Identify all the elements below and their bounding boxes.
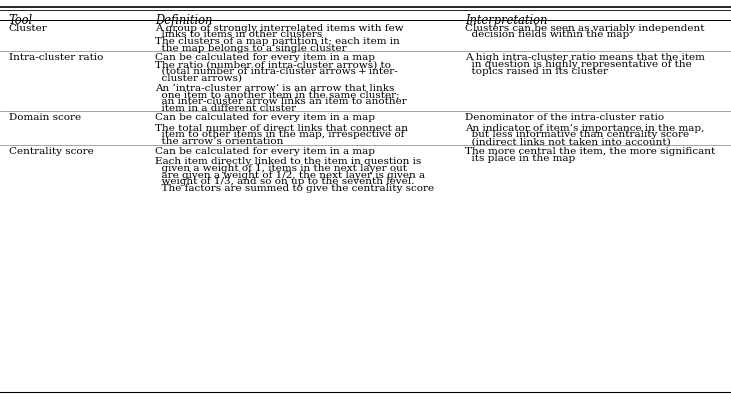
Text: Each item directly linked to the item in question is: Each item directly linked to the item in… bbox=[155, 157, 421, 166]
Text: one item to another item in the same cluster;: one item to another item in the same clu… bbox=[155, 90, 400, 99]
Text: The total number of direct links that connect an: The total number of direct links that co… bbox=[155, 124, 408, 132]
Text: given a weight of 1, items in the next layer out: given a weight of 1, items in the next l… bbox=[155, 164, 407, 172]
Text: item in a different cluster: item in a different cluster bbox=[155, 103, 296, 112]
Text: an inter-cluster arrow links an item to another: an inter-cluster arrow links an item to … bbox=[155, 97, 406, 105]
Text: topics raised in its cluster: topics raised in its cluster bbox=[465, 67, 608, 75]
Text: Centrality score: Centrality score bbox=[9, 147, 94, 156]
Text: Denominator of the intra-cluster ratio: Denominator of the intra-cluster ratio bbox=[465, 113, 664, 122]
Text: but less informative than centrality score: but less informative than centrality sco… bbox=[465, 130, 689, 139]
Text: cluster arrows): cluster arrows) bbox=[155, 73, 242, 82]
Text: are given a weight of 1/2, the next layer is given a: are given a weight of 1/2, the next laye… bbox=[155, 170, 425, 179]
Text: The clusters of a map partition it; each item in: The clusters of a map partition it; each… bbox=[155, 37, 400, 46]
Text: decision fields within the map: decision fields within the map bbox=[465, 30, 629, 39]
Text: weight of 1/3, and so on up to the seventh level.: weight of 1/3, and so on up to the seven… bbox=[155, 177, 414, 186]
Text: its place in the map: its place in the map bbox=[465, 153, 575, 162]
Text: links to items in other clusters: links to items in other clusters bbox=[155, 30, 322, 39]
Text: A high intra-cluster ratio means that the item: A high intra-cluster ratio means that th… bbox=[465, 53, 705, 62]
Text: item to other items in the map, irrespective of: item to other items in the map, irrespec… bbox=[155, 130, 404, 139]
Text: Definition: Definition bbox=[155, 14, 212, 26]
Text: Can be calculated for every item in a map: Can be calculated for every item in a ma… bbox=[155, 147, 375, 156]
Text: An ‘intra-cluster arrow’ is an arrow that links: An ‘intra-cluster arrow’ is an arrow tha… bbox=[155, 83, 394, 92]
Text: An indicator of item’s importance in the map,: An indicator of item’s importance in the… bbox=[465, 124, 704, 132]
Text: Cluster: Cluster bbox=[9, 24, 48, 32]
Text: Tool: Tool bbox=[9, 14, 33, 26]
Text: Can be calculated for every item in a map: Can be calculated for every item in a ma… bbox=[155, 53, 375, 62]
Text: The ratio (number of intra-cluster arrows) to: The ratio (number of intra-cluster arrow… bbox=[155, 60, 391, 69]
Text: the map belongs to a single cluster: the map belongs to a single cluster bbox=[155, 43, 346, 53]
Text: Can be calculated for every item in a map: Can be calculated for every item in a ma… bbox=[155, 113, 375, 122]
Text: in question is highly representative of the: in question is highly representative of … bbox=[465, 60, 692, 69]
Text: Interpretation: Interpretation bbox=[465, 14, 548, 26]
Text: the arrow’s orientation: the arrow’s orientation bbox=[155, 137, 284, 146]
Text: Intra-cluster ratio: Intra-cluster ratio bbox=[9, 53, 103, 62]
Text: The factors are summed to give the centrality score: The factors are summed to give the centr… bbox=[155, 183, 434, 192]
Text: (indirect links not taken into account): (indirect links not taken into account) bbox=[465, 137, 670, 146]
Text: Domain score: Domain score bbox=[9, 113, 81, 122]
Text: The more central the item, the more significant: The more central the item, the more sign… bbox=[465, 147, 715, 156]
Text: Clusters can be seen as variably independent: Clusters can be seen as variably indepen… bbox=[465, 24, 705, 32]
Text: A group of strongly interrelated items with few: A group of strongly interrelated items w… bbox=[155, 24, 404, 32]
Text: (total number of intra-cluster arrows + inter-: (total number of intra-cluster arrows + … bbox=[155, 67, 398, 75]
